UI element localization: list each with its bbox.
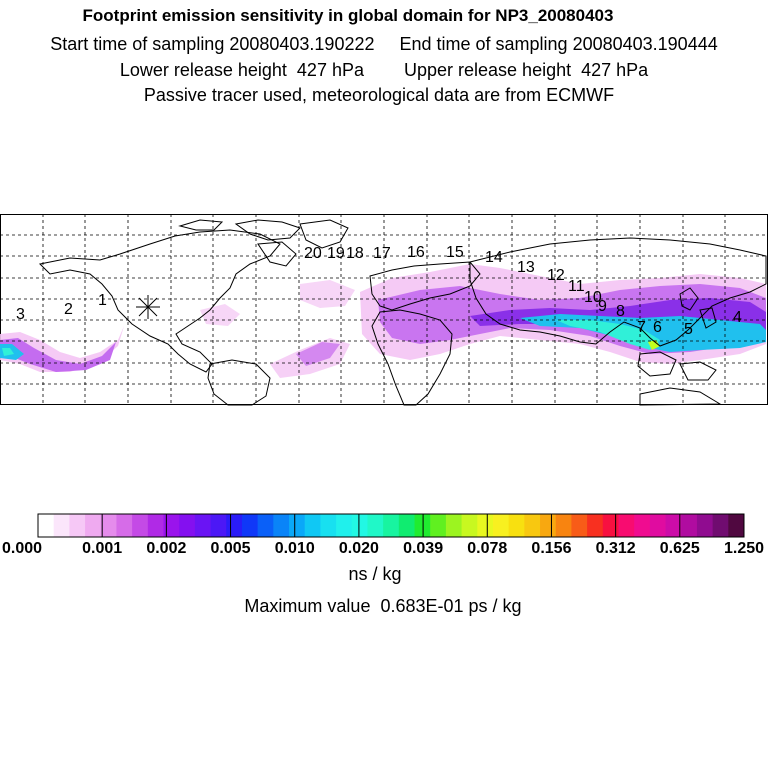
trajectory-label: 6 <box>653 319 662 336</box>
colorbar-tick-label: 0.002 <box>146 540 186 557</box>
trajectory-label: 13 <box>517 259 535 276</box>
colorbar-cell <box>649 514 667 537</box>
colorbar-cells <box>37 513 745 538</box>
trajectory-labels: 1 2 3 4 5 6 7 8 9 10 11 12 13 14 15 16 1… <box>16 244 742 338</box>
asterisk-icon <box>136 295 160 319</box>
colorbar-cell <box>289 514 306 537</box>
colorbar-cell <box>226 514 243 537</box>
colorbar-cell <box>665 514 682 537</box>
trajectory-label: 10 <box>584 289 602 306</box>
colorbar-tick-label: 0.156 <box>531 540 571 557</box>
plot-title: Footprint emission sensitivity in global… <box>82 6 614 25</box>
release-height-line: Lower release height 427 hPa Upper relea… <box>119 60 649 80</box>
colorbar-cell <box>728 514 745 537</box>
map-gridlines <box>0 214 768 405</box>
trajectory-label: 2 <box>64 301 73 318</box>
colorbar-cell <box>116 514 133 537</box>
colorbar-cell <box>241 514 259 537</box>
colorbar-cell <box>194 514 212 537</box>
trajectory-label: 3 <box>16 306 25 323</box>
colorbar-cell <box>163 514 180 537</box>
colorbar-cell <box>445 514 463 537</box>
colorbar-cell <box>712 514 729 537</box>
colorbar-tick-label: 0.020 <box>339 540 379 557</box>
colorbar-tick-label: 0.625 <box>660 540 700 557</box>
colorbar-tick-labels: 0.000 0.001 0.002 0.005 0.010 0.020 0.039 0.078… <box>2 540 764 557</box>
trajectory-label: 7 <box>637 319 646 336</box>
colorbar-cell <box>179 514 196 537</box>
colorbar-cell <box>336 514 353 537</box>
colorbar-cell <box>383 514 400 537</box>
trajectory-label: 19 <box>327 245 345 262</box>
colorbar-cell <box>540 514 557 537</box>
colorbar-frame <box>37 513 745 538</box>
colorbar-cell <box>320 514 337 537</box>
colorbar-cell <box>367 514 384 537</box>
trajectory-label: 5 <box>684 321 693 338</box>
trajectory-label: 8 <box>616 303 625 320</box>
colorbar-tick-label: 0.005 <box>211 540 251 557</box>
colorbar-cell <box>508 514 525 537</box>
colorbar-cell <box>571 514 588 537</box>
colorbar-cell <box>85 514 102 537</box>
colorbar-tick-label: 0.078 <box>467 540 507 557</box>
colorbar-cell <box>53 514 70 537</box>
trajectory-label: 20 <box>304 245 322 262</box>
colorbar-cell <box>304 514 321 537</box>
colorbar-tick-label: 0.312 <box>596 540 636 557</box>
trajectory-label: 15 <box>446 244 464 261</box>
colorbar-cell <box>634 514 651 537</box>
trajectory-label: 14 <box>485 249 503 266</box>
tracer-info-line: Passive tracer used, meteorological data… <box>143 85 615 105</box>
colorbar-cell <box>430 514 447 537</box>
colorbar-cell <box>69 514 86 537</box>
colorbar-cell <box>555 514 572 537</box>
sampling-time-line: Start time of sampling 20080403.190222 E… <box>50 34 718 54</box>
colorbar-cell <box>696 514 714 537</box>
maximum-value: Maximum value 0.683E-01 ps / kg <box>244 596 522 616</box>
colorbar-cell <box>38 514 55 537</box>
trajectory-label: 18 <box>346 245 364 262</box>
colorbar-cell <box>100 514 117 537</box>
colorbar-cell <box>210 514 227 537</box>
colorbar-tick-label: 0.000 <box>2 540 42 557</box>
trajectory-label: 12 <box>547 267 565 284</box>
trajectory-label: 1 <box>98 292 107 309</box>
colorbar-cell <box>351 514 368 537</box>
colorbar-cell <box>602 514 619 537</box>
colorbar: 0.000 0.001 0.002 0.005 0.010 0.020 0.039 0.078… <box>2 513 764 557</box>
colorbar-cell <box>681 514 698 537</box>
colorbar-tick-label: 0.001 <box>82 540 122 557</box>
trajectory-label: 9 <box>598 298 607 315</box>
sensitivity-plume <box>0 264 766 378</box>
trajectory-label: 16 <box>407 244 425 261</box>
colorbar-cell <box>524 514 541 537</box>
trajectory-label: 11 <box>568 278 585 295</box>
trajectory-label: 4 <box>733 309 742 326</box>
colorbar-cell <box>492 514 510 537</box>
colorbar-cell <box>461 514 478 537</box>
colorbar-cell <box>587 514 604 537</box>
colorbar-units: ns / kg <box>348 564 402 584</box>
trajectory-label: 17 <box>373 245 391 262</box>
colorbar-tick-label: 0.010 <box>275 540 315 557</box>
colorbar-cell <box>398 514 416 537</box>
colorbar-tick-label: 1.250 <box>724 540 764 557</box>
colorbar-cell <box>477 514 494 537</box>
colorbar-cell <box>132 514 149 537</box>
colorbar-tick-label: 0.039 <box>403 540 443 557</box>
footprint-map: 1 2 3 4 5 6 7 8 9 10 11 12 13 14 15 16 1… <box>0 214 768 406</box>
colorbar-cell <box>618 514 635 537</box>
colorbar-cell <box>257 514 274 537</box>
colorbar-cell <box>273 514 290 537</box>
colorbar-cell <box>147 514 165 537</box>
